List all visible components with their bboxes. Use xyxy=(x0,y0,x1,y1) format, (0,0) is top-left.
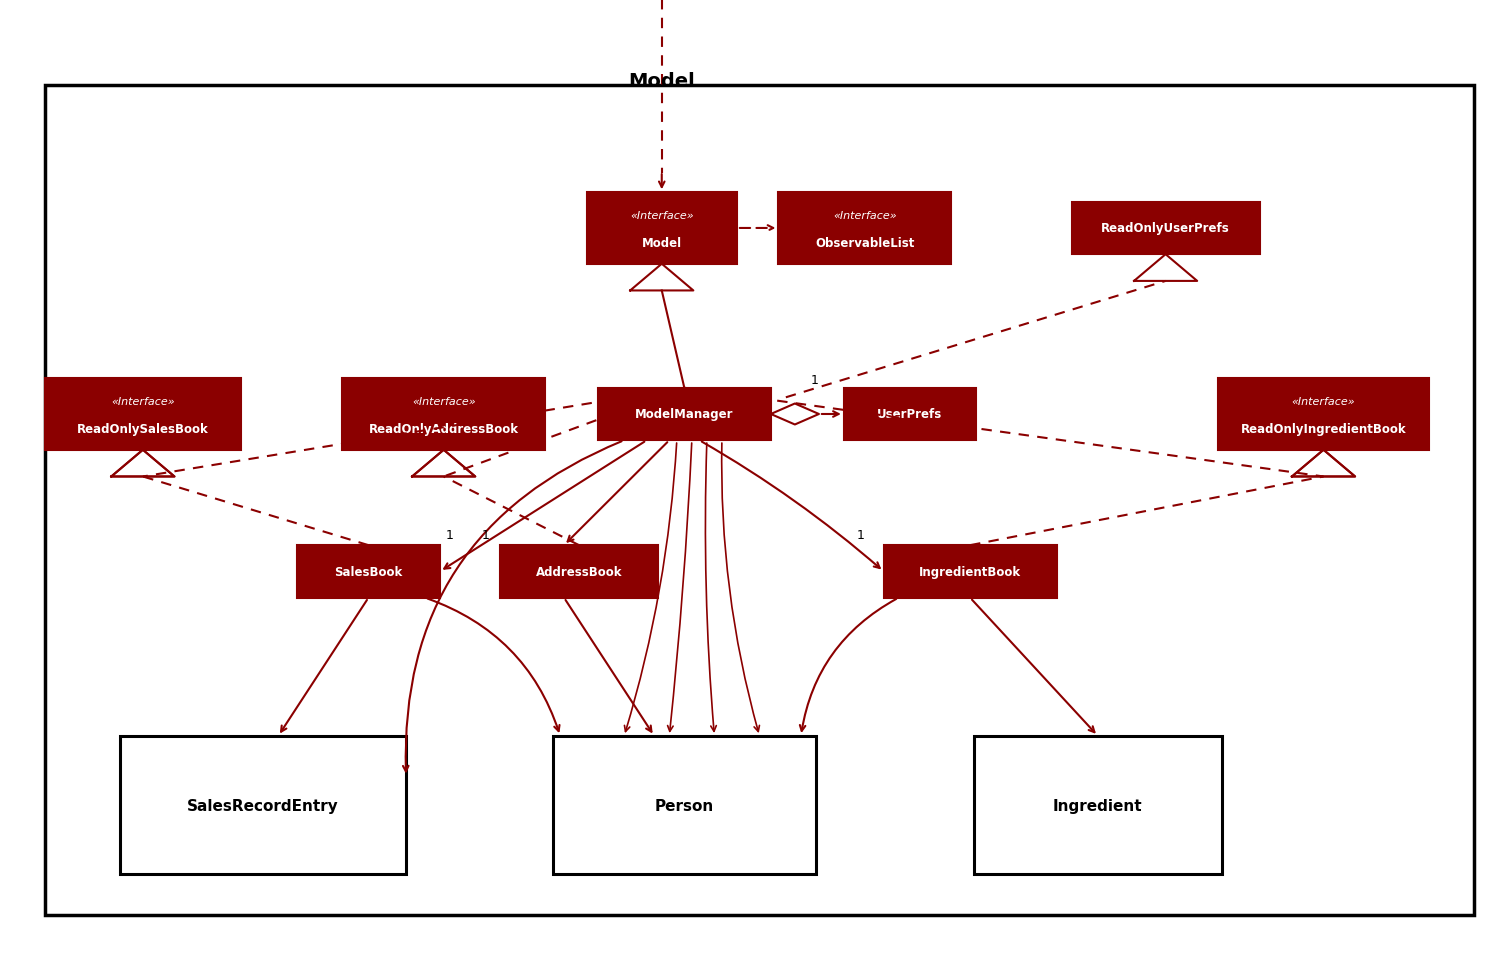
Bar xyxy=(45,86,1474,915)
Text: «Interface»: «Interface» xyxy=(833,211,896,221)
Text: 1: 1 xyxy=(445,528,454,541)
Text: «Interface»: «Interface» xyxy=(630,211,693,221)
FancyBboxPatch shape xyxy=(341,379,544,451)
Text: «Interface»: «Interface» xyxy=(1292,396,1355,407)
Text: ReadOnlyUserPrefs: ReadOnlyUserPrefs xyxy=(1101,222,1230,235)
Text: 1: 1 xyxy=(481,528,490,541)
Text: 1: 1 xyxy=(811,374,818,387)
Text: Ingredient: Ingredient xyxy=(1053,798,1143,813)
FancyBboxPatch shape xyxy=(779,193,951,264)
Text: IngredientBook: IngredientBook xyxy=(919,565,1021,578)
Text: «Interface»: «Interface» xyxy=(111,396,174,407)
Text: SalesRecordEntry: SalesRecordEntry xyxy=(188,798,338,813)
FancyBboxPatch shape xyxy=(1218,379,1429,451)
Text: Model: Model xyxy=(629,71,695,91)
Text: ReadOnlySalesBook: ReadOnlySalesBook xyxy=(77,422,209,436)
Text: ObservableList: ObservableList xyxy=(815,236,914,250)
FancyBboxPatch shape xyxy=(499,545,659,598)
Text: ModelManager: ModelManager xyxy=(635,408,734,421)
FancyBboxPatch shape xyxy=(844,389,976,441)
FancyBboxPatch shape xyxy=(599,389,772,441)
Text: ReadOnlyAddressBook: ReadOnlyAddressBook xyxy=(368,422,519,436)
FancyBboxPatch shape xyxy=(975,736,1221,875)
FancyBboxPatch shape xyxy=(120,736,406,875)
Text: AddressBook: AddressBook xyxy=(535,565,623,578)
Text: Model: Model xyxy=(642,236,681,250)
Text: SalesBook: SalesBook xyxy=(334,565,403,578)
Text: «Interface»: «Interface» xyxy=(412,396,475,407)
FancyBboxPatch shape xyxy=(587,193,737,264)
FancyBboxPatch shape xyxy=(45,379,241,451)
FancyBboxPatch shape xyxy=(884,545,1056,598)
Text: 1: 1 xyxy=(857,528,865,541)
Text: Person: Person xyxy=(654,798,714,813)
FancyBboxPatch shape xyxy=(1071,203,1260,254)
Text: ReadOnlyIngredientBook: ReadOnlyIngredientBook xyxy=(1241,422,1406,436)
Text: UserPrefs: UserPrefs xyxy=(877,408,943,421)
FancyBboxPatch shape xyxy=(553,736,815,875)
FancyBboxPatch shape xyxy=(298,545,439,598)
